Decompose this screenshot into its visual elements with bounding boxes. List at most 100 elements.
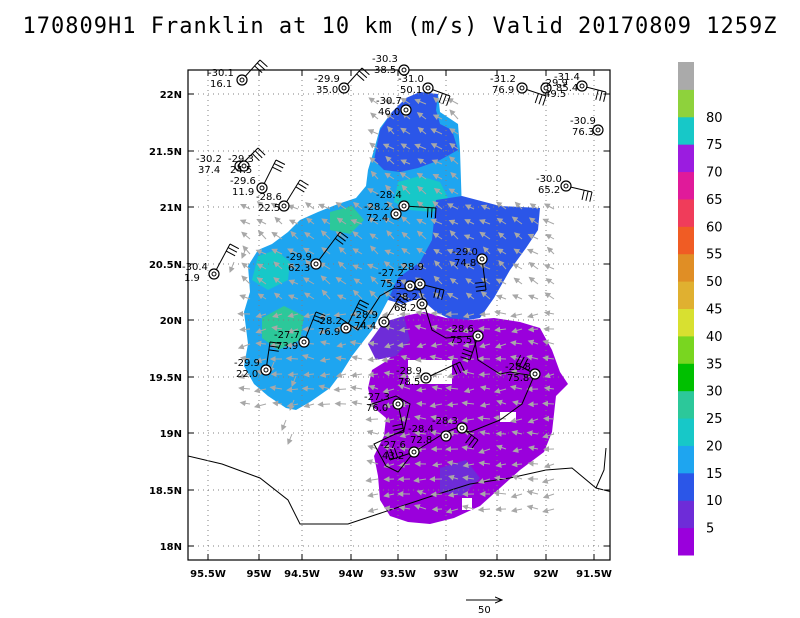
colorbar-label: 75 (706, 138, 723, 153)
station-wind: 75.8 (507, 373, 529, 384)
station-wind: 72.8 (410, 435, 432, 446)
colorbar-label: 50 (706, 275, 723, 290)
station-obs: -30.116.1 (208, 68, 248, 90)
station-obs: -31.276.9 (490, 74, 528, 96)
shading-20-25-d (330, 206, 364, 234)
station-obs: -28.978.5 (396, 366, 432, 388)
lat-tick-label: 20.5N (149, 260, 182, 271)
lon-tick-label: 92.5W (479, 569, 515, 580)
station-wind: 68.2 (394, 303, 416, 314)
station-obs: -29.962.3 (286, 252, 322, 274)
lon-tick-label: 93W (434, 569, 459, 580)
flight-track (339, 287, 535, 473)
colorbar-swatch (678, 226, 694, 255)
colorbar-label: 60 (706, 220, 723, 235)
station-obs: -29.935.0 (314, 74, 350, 96)
station-temperature: -31.0 (398, 74, 424, 85)
station-circle-icon (340, 322, 352, 334)
station-obs: -28.875.8 (505, 362, 541, 384)
station-temperature: -29.9 (286, 252, 312, 263)
station-temperature: -28.2 (364, 202, 390, 213)
vector-scale: 50 (466, 600, 502, 616)
station-wind: 46.0 (378, 107, 400, 118)
lon-tick-label: 94.5W (284, 569, 320, 580)
station-circle-icon (540, 82, 552, 94)
station-circle-icon (310, 258, 322, 270)
station-temperature: -30.3 (372, 54, 398, 65)
station-temperature: -27.3 (364, 392, 390, 403)
station-obs: -31.485.4 (554, 72, 588, 94)
station-obs: -27.643.2 (380, 440, 420, 462)
lon-tick-label: 92W (534, 569, 559, 580)
colorbar-label: 45 (706, 303, 723, 318)
station-temperature: -27.6 (380, 440, 406, 451)
station-temperature: -27.7 (274, 330, 300, 341)
station-circle-icon (420, 372, 432, 384)
colorbar-swatch (678, 445, 694, 474)
shading-10-15-east (388, 196, 540, 322)
station-obs: -29.324.5 (228, 154, 254, 176)
station-wind: 11.9 (232, 187, 254, 198)
colorbar-label: 65 (706, 193, 723, 208)
station-temperature: -28.9 (352, 310, 378, 321)
station-temperature: -29.9 (314, 74, 340, 85)
station-circle-icon (576, 80, 588, 92)
station-wind: 65.2 (538, 185, 560, 196)
station-circle-icon (476, 253, 488, 265)
station-temperature: -29.3 (228, 154, 254, 165)
station-circle-icon (592, 124, 604, 136)
station-wind: 76.3 (572, 127, 594, 138)
station-circle-icon (400, 104, 412, 116)
station-obs: -30.976.3 (570, 116, 604, 138)
lat-tick-label: 22N (160, 90, 182, 101)
shading-10-15-north (374, 92, 458, 172)
station-obs: -29.949.5 (540, 78, 568, 100)
wind-vectors (229, 97, 555, 514)
vector-scale-label: 50 (478, 605, 491, 616)
station-temperature: -30.0 (536, 174, 562, 185)
station-temperature: -28.9 (398, 262, 424, 273)
station-wind: 75.5 (450, 335, 472, 346)
station-circle-icon (408, 446, 420, 458)
colorbar-swatch (678, 363, 694, 392)
lat-tick-label: 19N (160, 429, 182, 440)
lat-tick-label: 18.5N (149, 486, 182, 497)
station-circle-icon (208, 268, 220, 280)
station-circle-icon (278, 200, 290, 212)
station-temperature: -28.6 (448, 324, 474, 335)
station-obs: -28.3 (432, 416, 468, 434)
map-title: 170809H1 Franklin at 10 km (m/s) Valid 2… (22, 14, 778, 39)
colorbar-swatch (678, 308, 694, 337)
colorbar-label: 5 (706, 522, 714, 537)
colorbar-label: 20 (706, 439, 723, 454)
station-circle-icon (238, 160, 250, 172)
station-obs: -27.773.9 (274, 330, 310, 352)
colorbar-swatch (678, 418, 694, 446)
station-wind: 85.4 (556, 83, 578, 94)
colorbar-label: 80 (706, 111, 723, 126)
station-temperature: -30.1 (208, 68, 234, 79)
station-temperature: -28.8 (505, 362, 531, 373)
lat-tick-label: 21.5N (149, 147, 182, 158)
station-temperature: -28.4 (408, 424, 434, 435)
station-obs: -27.275.5 (378, 268, 416, 292)
colorbar-label: 30 (706, 385, 723, 400)
station-circle-icon (256, 182, 268, 194)
station-circle-icon (529, 368, 541, 380)
station-wind: 76.9 (318, 327, 340, 338)
colorbar-swatch (678, 62, 694, 90)
station-wind: 76.0 (366, 403, 388, 414)
station-wind: 16.1 (210, 79, 232, 90)
colorbar-label: 15 (706, 467, 723, 482)
station-temperature: -28.6 (256, 192, 282, 203)
lat-tick-label: 18N (160, 542, 182, 553)
lon-tick-label: 94W (339, 569, 364, 580)
colorbar-swatch (678, 281, 694, 309)
station-obs: -28.472.8 (408, 424, 452, 446)
station-wind: 74.4 (354, 321, 376, 332)
lon-tick-label: 95W (247, 569, 272, 580)
station-wind: 37.4 (198, 165, 220, 176)
station-wind: 38.5 (374, 65, 396, 76)
station-circle-icon (398, 200, 410, 212)
